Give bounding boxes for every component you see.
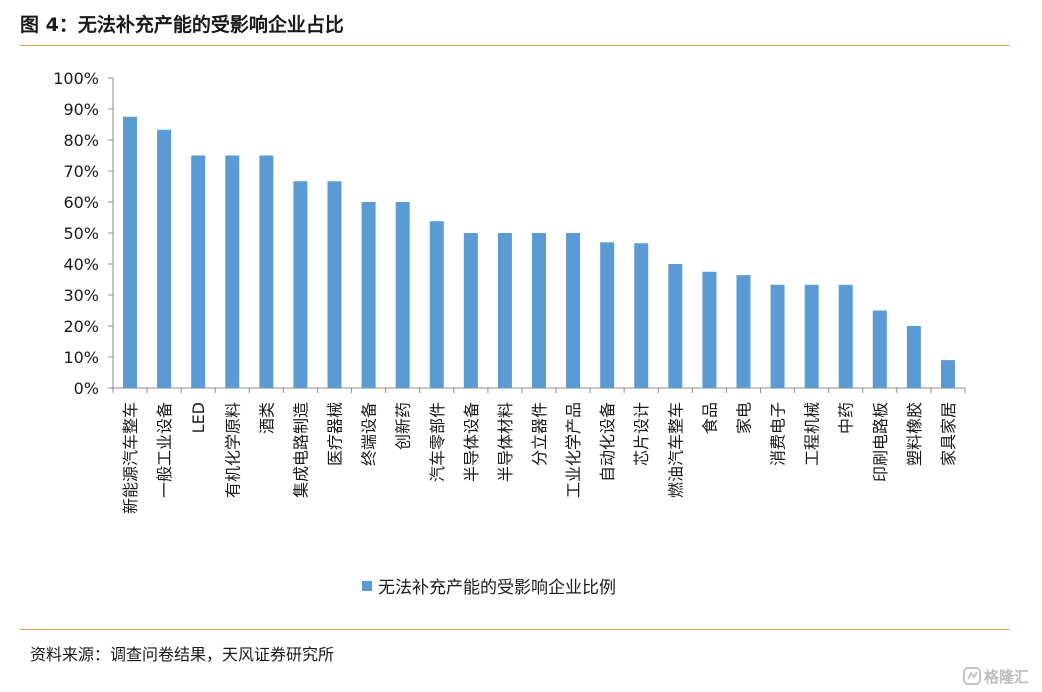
figure-title: 图 4：无法补充产能的受影响企业占比 bbox=[20, 14, 344, 36]
watermark-text: 格隆汇 bbox=[984, 668, 1030, 686]
bar bbox=[634, 243, 649, 388]
bar bbox=[361, 202, 376, 388]
bar bbox=[702, 271, 717, 388]
bar bbox=[770, 284, 785, 388]
bar bbox=[225, 155, 240, 388]
bar bbox=[497, 233, 512, 388]
bar bbox=[327, 181, 342, 388]
source-rule bbox=[20, 629, 1010, 630]
source-note: 资料来源：调查问卷结果，天风证券研究所 bbox=[30, 645, 335, 664]
bar bbox=[668, 264, 683, 388]
x-category-label: 医疗器械 bbox=[326, 402, 345, 466]
x-category-label: 家电 bbox=[734, 402, 753, 434]
x-category-label: 创新药 bbox=[394, 402, 413, 450]
bar bbox=[463, 233, 478, 388]
y-tick-label: 70% bbox=[63, 162, 99, 181]
x-category-label: 家具家居 bbox=[939, 402, 958, 466]
bar bbox=[906, 326, 921, 388]
legend: 无法补充产能的受影响企业比例 bbox=[362, 578, 616, 598]
x-category-label: 食品 bbox=[700, 402, 719, 434]
x-category-label: 新能源汽车整车 bbox=[121, 402, 140, 514]
title-rule bbox=[20, 45, 1010, 46]
x-category-label: 酒类 bbox=[257, 402, 276, 434]
bar bbox=[736, 275, 751, 388]
watermark-logo-icon bbox=[963, 667, 981, 685]
x-category-label: LED bbox=[189, 402, 208, 433]
watermark: 格隆汇 bbox=[962, 664, 1034, 688]
y-tick-label: 80% bbox=[63, 131, 99, 150]
y-tick-label: 100% bbox=[53, 69, 99, 88]
bar bbox=[429, 221, 444, 388]
x-category-label: 集成电路制造 bbox=[291, 402, 310, 498]
bar bbox=[600, 242, 615, 388]
y-tick-label: 40% bbox=[63, 255, 99, 274]
x-category-label: 汽车零部件 bbox=[428, 402, 447, 482]
bar bbox=[191, 155, 206, 388]
y-tick-label: 30% bbox=[63, 286, 99, 305]
x-category-label: 芯片设计 bbox=[632, 402, 651, 466]
x-category-label: 工业化学产品 bbox=[564, 402, 583, 498]
y-tick-label: 90% bbox=[63, 100, 99, 119]
bar bbox=[566, 233, 581, 388]
y-axis-ticks: 0% 10% 20% 30% 40% 50% 60% 70% 80% 90% 100% bbox=[53, 69, 113, 398]
legend-swatch bbox=[362, 581, 372, 591]
x-category-label: 半导体设备 bbox=[462, 402, 481, 482]
x-category-label: 自动化设备 bbox=[598, 402, 617, 482]
x-category-label: 有机化学原料 bbox=[223, 402, 242, 498]
x-category-label: 印刷电路板 bbox=[871, 402, 890, 482]
bar bbox=[532, 233, 546, 388]
bar bbox=[940, 360, 955, 388]
y-tick-label: 0% bbox=[74, 379, 99, 398]
bar bbox=[838, 284, 853, 388]
bar bbox=[804, 284, 819, 388]
x-category-label: 消费电子 bbox=[769, 402, 788, 466]
bars bbox=[123, 116, 955, 388]
bar bbox=[123, 116, 138, 388]
x-category-label: 终端设备 bbox=[360, 402, 379, 466]
x-axis-categories: 新能源汽车整车 一般工业设备 LED 有机化学原料 酒类 集成电路制造 医疗器械 终端设备 创新… bbox=[112, 388, 966, 514]
x-category-label: 工程机械 bbox=[803, 402, 822, 466]
y-tick-label: 50% bbox=[63, 224, 99, 243]
bar bbox=[395, 202, 410, 388]
x-category-label: 半导体材料 bbox=[496, 402, 515, 482]
bar bbox=[157, 129, 172, 388]
bar bbox=[259, 155, 274, 388]
legend-label: 无法补充产能的受影响企业比例 bbox=[378, 578, 616, 598]
x-category-label: 一般工业设备 bbox=[155, 402, 174, 498]
bar bbox=[293, 181, 308, 388]
x-category-label: 燃油汽车整车 bbox=[666, 402, 685, 498]
bar bbox=[872, 310, 887, 388]
x-category-label: 分立器件 bbox=[530, 402, 549, 466]
x-category-label: 中药 bbox=[837, 402, 856, 434]
y-tick-label: 20% bbox=[63, 317, 99, 336]
x-category-label: 塑料橡胶 bbox=[905, 402, 924, 466]
y-tick-label: 60% bbox=[63, 193, 99, 212]
y-tick-label: 10% bbox=[63, 348, 99, 367]
